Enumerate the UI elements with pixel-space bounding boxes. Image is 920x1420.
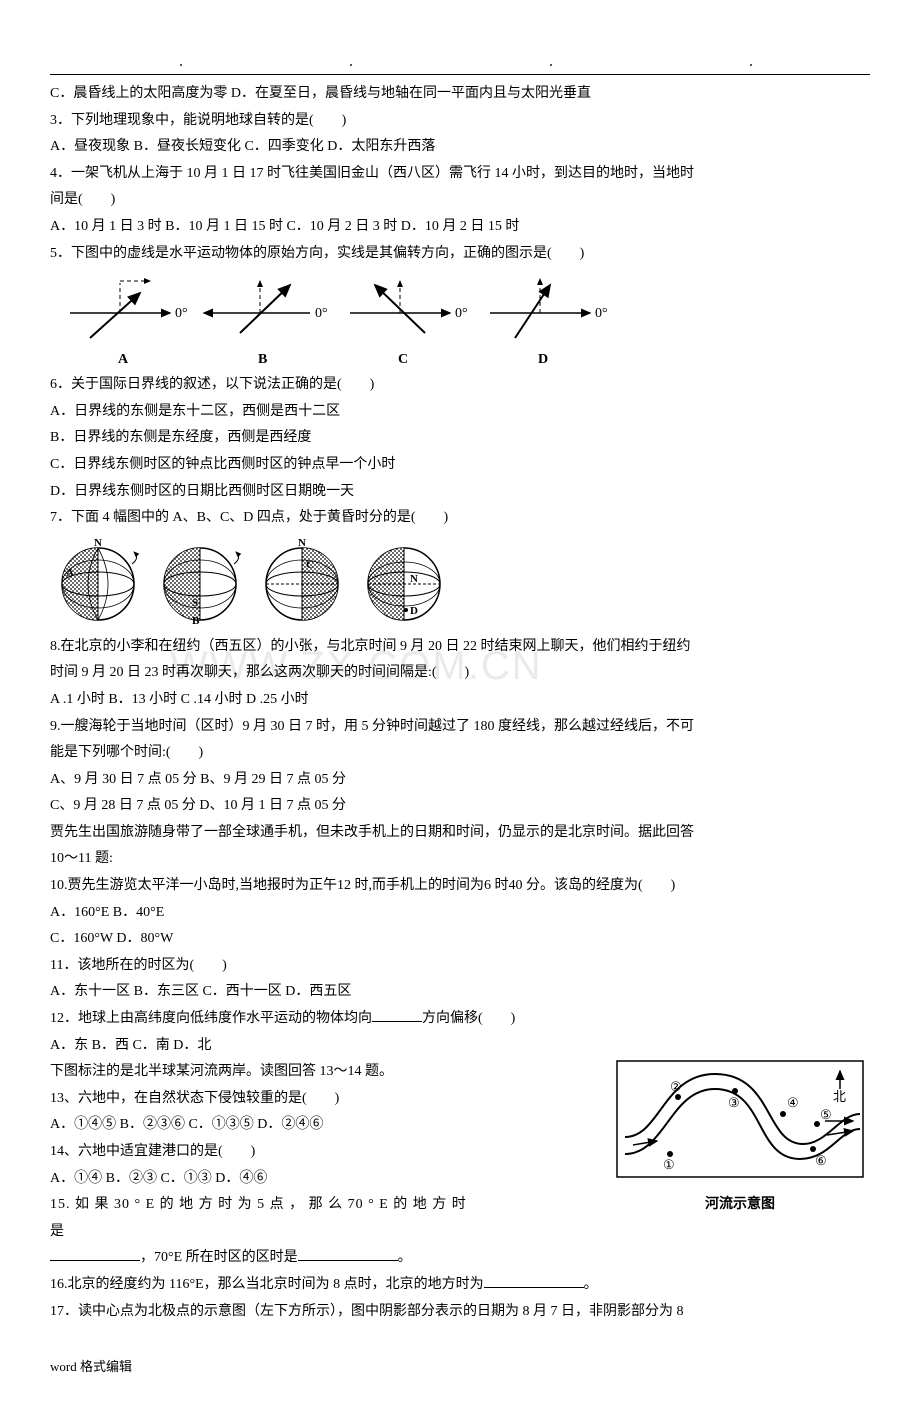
q2-option-cd: C．晨昏线上的太阳高度为零 D．在夏至日，晨昏线与地轴在同一平面内且与太阳光垂直 [50, 81, 870, 108]
svg-text:N: N [298, 538, 306, 549]
svg-text:S: S [192, 597, 198, 609]
q12-text-b: 方向偏移( ) [422, 1011, 515, 1026]
svg-text:③: ③ [728, 1095, 740, 1110]
svg-text:A: A [118, 352, 129, 367]
river-caption: 河流示意图 [610, 1192, 870, 1219]
q6-b: B．日界线的东侧是东经度，西侧是西经度 [50, 425, 870, 452]
q6-c: C．日界线东侧时区的钟点比西侧时区的钟点早一个小时 [50, 452, 870, 479]
q12-text-a: 12．地球上由高纬度向低纬度作水平运动的物体均向 [50, 1011, 372, 1026]
jia-intro-a: 贾先生出国旅游随身带了一部全球通手机，但未改手机上的日期和时间，仍显示的是北京时… [50, 820, 870, 847]
svg-text:0°: 0° [175, 306, 188, 321]
q16-stem: 16.北京的经度约为 116°E，那么当北京时间为 8 点时，北京的地方时为 。 [50, 1272, 870, 1299]
q8-options: A .1 小时 B．13 小时 C .14 小时 D .25 小时 [50, 687, 870, 714]
q4-options: A．10 月 1 日 3 时 B．10 月 1 日 15 时 C．10 月 2 … [50, 214, 870, 241]
svg-text:B: B [258, 352, 267, 367]
river-figure: 北 ① ② ③ ④ ⑤ ⑥ 河流示意图 [610, 1059, 870, 1218]
q16-blank [484, 1273, 584, 1288]
svg-text:0°: 0° [315, 306, 328, 321]
exam-content: C．晨昏线上的太阳高度为零 D．在夏至日，晨昏线与地轴在同一平面内且与太阳光垂直… [50, 81, 870, 1380]
q16-text-a: 16.北京的经度约为 116°E，那么当北京时间为 8 点时，北京的地方时为 [50, 1277, 484, 1292]
q15-blank-1 [50, 1246, 140, 1261]
footer-text: word 格式编辑 [50, 1355, 870, 1380]
q17-stem: 17．读中心点为北极点的示意图（左下方所示），图中阴影部分表示的日期为 8 月 … [50, 1299, 870, 1326]
svg-text:D: D [410, 605, 418, 617]
q5-figure: 0° A 0° B 0° C 0° D [50, 273, 870, 368]
svg-text:0°: 0° [595, 306, 608, 321]
svg-text:N: N [410, 573, 418, 585]
jia-intro-b: 10～11 题: [50, 846, 870, 873]
svg-text:⑥: ⑥ [815, 1153, 827, 1168]
svg-text:①: ① [663, 1157, 675, 1172]
svg-text:⑤: ⑤ [820, 1107, 832, 1122]
q6-stem: 6．关于国际日界线的叙述，以下说法正确的是( ) [50, 372, 870, 399]
header-rule [50, 74, 870, 75]
q10-options-2: C．160°W D．80°W [50, 926, 870, 953]
q15-blank-2 [298, 1246, 398, 1261]
q11-stem: 11．该地所在的时区为( ) [50, 953, 870, 980]
q11-options: A．东十一区 B．东三区 C．西十一区 D．西五区 [50, 979, 870, 1006]
q15-text-b: 是 [50, 1224, 64, 1239]
svg-text:C: C [398, 352, 408, 367]
q8-stem-b: 时间 9 月 20 日 23 时再次聊天，那么这两次聊天的时间间隔是:( ) [50, 660, 870, 687]
q12-stem: 12．地球上由高纬度向低纬度作水平运动的物体均向 方向偏移( ) [50, 1006, 870, 1033]
svg-text:D: D [538, 352, 548, 367]
q7-stem: 7．下面 4 幅图中的 A、B、C、D 四点，处于黄昏时分的是( ) [50, 505, 870, 532]
q6-a: A．日界线的东侧是东十二区，西侧是西十二区 [50, 399, 870, 426]
q3-options: A．昼夜现象 B．昼夜长短变化 C．四季变化 D．太阳东升西落 [50, 134, 870, 161]
q5-stem: 5．下图中的虚线是水平运动物体的原始方向，实线是其偏转方向，正确的图示是( ) [50, 241, 870, 268]
svg-text:0°: 0° [455, 306, 468, 321]
header-dots [50, 60, 870, 70]
q10-options-1: A．160°E B．40°E [50, 900, 870, 927]
q12-blank [372, 1007, 422, 1022]
q15-text-d: 。 [398, 1250, 412, 1265]
q7-figure: N A S B N C N D [50, 538, 870, 630]
svg-text:N: N [94, 538, 102, 549]
q6-d: D．日界线东侧时区的日期比西侧时区日期晚一天 [50, 479, 870, 506]
q3-stem: 3．下列地理现象中，能说明地球自转的是( ) [50, 108, 870, 135]
svg-text:C: C [306, 559, 314, 571]
q4-stem-a: 4．一架飞机从上海于 10 月 1 日 17 时飞往美国旧金山（西八区）需飞行 … [50, 161, 870, 188]
q12-options: A．东 B．西 C．南 D．北 [50, 1033, 870, 1060]
q9-stem-b: 能是下列哪个时间:( ) [50, 740, 870, 767]
svg-text:②: ② [670, 1079, 682, 1094]
q10-stem: 10.贾先生游览太平洋一小岛时,当地报时为正午12 时,而手机上的时间为6 时4… [50, 873, 870, 900]
svg-text:④: ④ [787, 1095, 799, 1110]
svg-text:B: B [192, 615, 200, 627]
q8-stem-a: 8.在北京的小李和在纽约（西五区）的小张，与北京时间 9 月 20 日 22 时… [50, 634, 870, 661]
q9-options-2: C、9 月 28 日 7 点 05 分 D、10 月 1 日 7 点 05 分 [50, 793, 870, 820]
q15-text-c: ，70°E 所在时区的区时是 [140, 1250, 298, 1265]
q15-line2: ，70°E 所在时区的区时是 。 [50, 1245, 870, 1272]
q9-options-1: A、9 月 30 日 7 点 05 分 B、9 月 29 日 7 点 05 分 [50, 767, 870, 794]
svg-text:A: A [66, 567, 74, 579]
q15-text-a: 15. 如 果 30 ° E 的 地 方 时 为 5 点 ， 那 么 70 ° … [50, 1197, 467, 1212]
q9-stem-a: 9.一艘海轮于当地时间（区时）9 月 30 日 7 时，用 5 分钟时间越过了 … [50, 714, 870, 741]
q16-text-b: 。 [584, 1277, 598, 1292]
svg-text:北: 北 [833, 1089, 846, 1104]
q4-stem-b: 间是( ) [50, 187, 870, 214]
